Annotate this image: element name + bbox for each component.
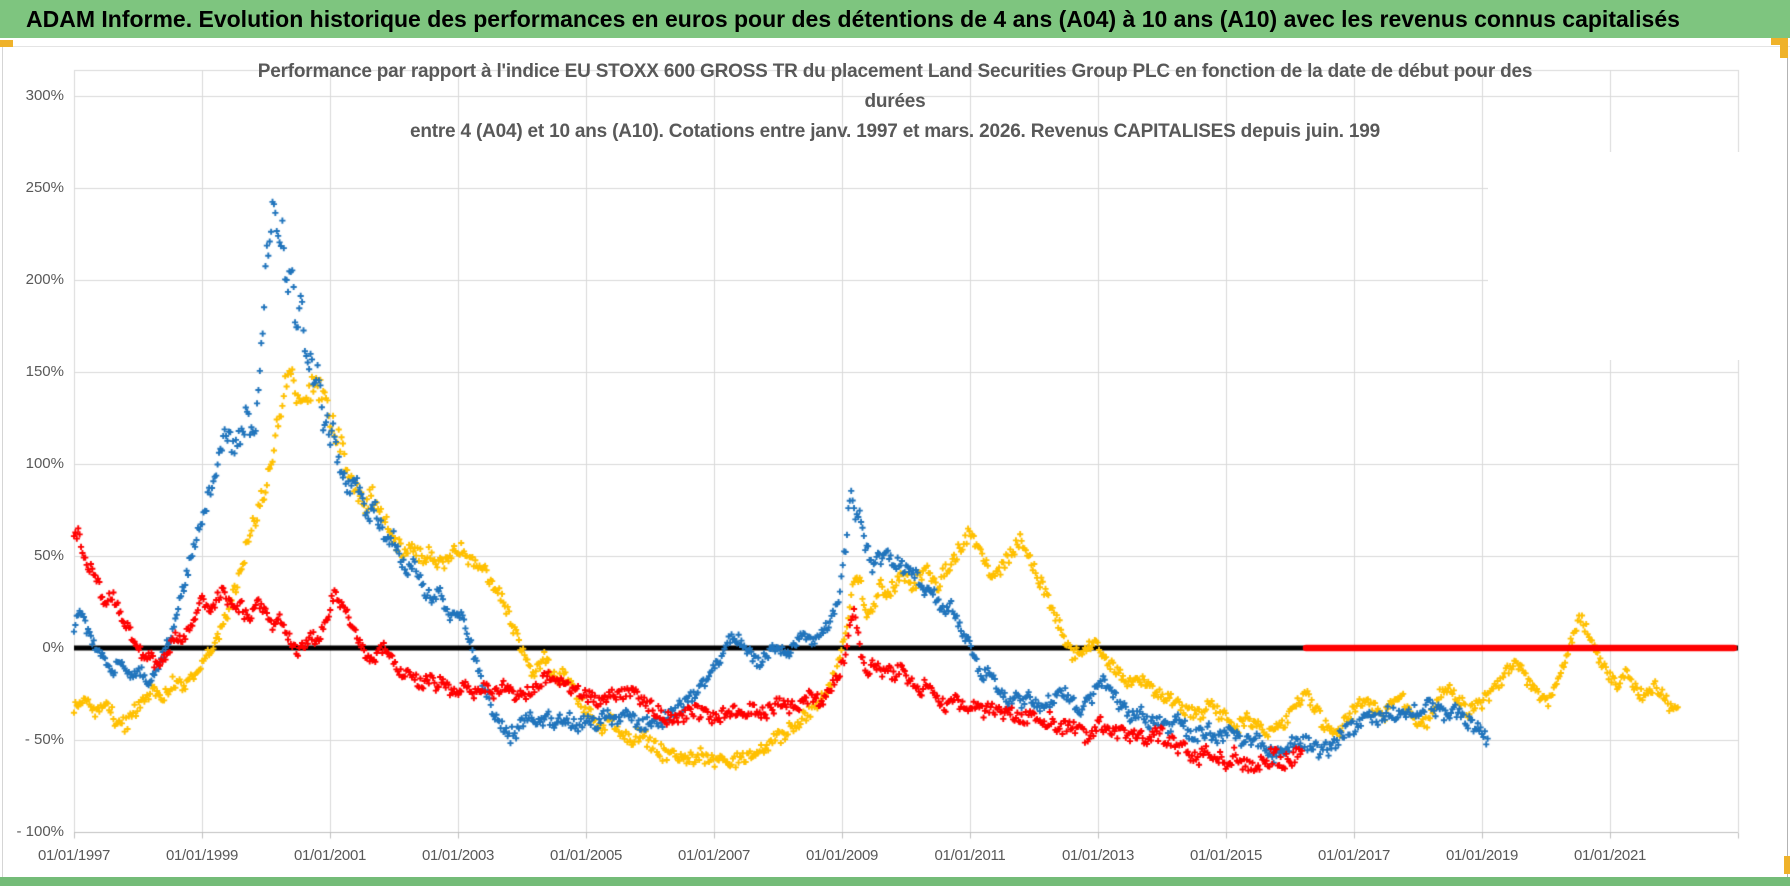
- y-tick-label: 150%: [25, 363, 64, 380]
- x-tick-label: 01/01/1999: [165, 847, 239, 864]
- chart-title-line2: durées: [864, 91, 926, 112]
- bottom-green-bar: [0, 877, 1790, 886]
- y-tick-label: 300%: [25, 87, 64, 104]
- y-tick-label: - 50%: [24, 731, 64, 748]
- x-tick-label: 01/01/2001: [293, 847, 367, 864]
- y-tick-label: 200%: [25, 271, 64, 288]
- y-tick-label: - 100%: [16, 823, 64, 840]
- chart-title-line1: Performance par rapport à l'indice EU ST…: [257, 61, 1533, 82]
- chart-title: Performance par rapport à l'indice EU ST…: [90, 57, 1700, 147]
- x-tick-label: 01/01/2015: [1189, 847, 1263, 864]
- x-tick-label: 01/01/2005: [549, 847, 623, 864]
- legend: + Rendement_A04 + Rendement_A07 + Rendem…: [1488, 152, 1754, 360]
- x-tick-label: 01/01/2013: [1061, 847, 1135, 864]
- x-tick-label: 01/01/1997: [37, 847, 111, 864]
- y-tick-label: 250%: [25, 179, 64, 196]
- x-tick-label: 01/01/2017: [1317, 847, 1391, 864]
- x-tick-label: 01/01/2021: [1573, 847, 1647, 864]
- y-tick-label: 50%: [33, 547, 64, 564]
- y-tick-label: 100%: [25, 455, 64, 472]
- x-tick-label: 01/01/2019: [1445, 847, 1519, 864]
- x-tick-label: 01/01/2007: [677, 847, 751, 864]
- y-tick-label: 0%: [42, 639, 64, 656]
- x-tick-label: 01/01/2009: [805, 847, 879, 864]
- x-tick-label: 01/01/2011: [934, 847, 1006, 864]
- x-tick-label: 01/01/2003: [421, 847, 495, 864]
- chart-title-line3: entre 4 (A04) et 10 ans (A10). Cotations…: [409, 121, 1381, 142]
